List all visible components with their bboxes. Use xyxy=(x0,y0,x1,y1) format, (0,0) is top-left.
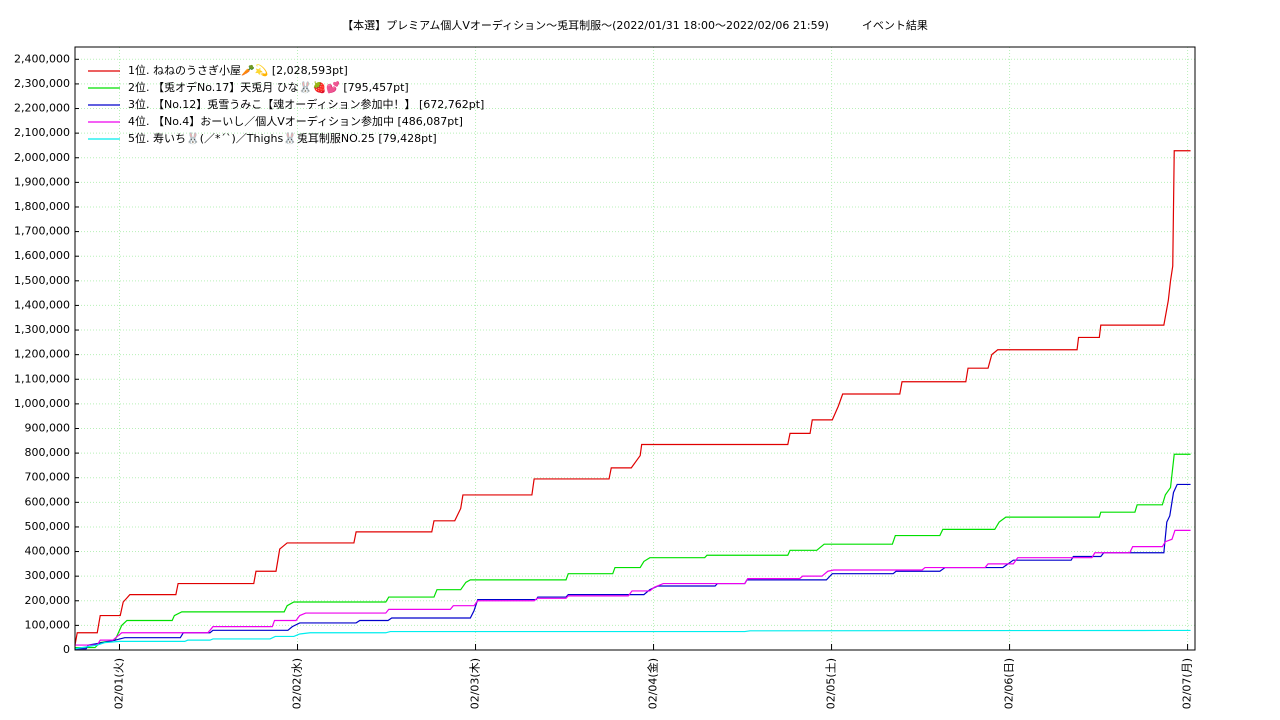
x-tick-label: 02/03(木) xyxy=(469,658,482,709)
x-tick-label: 02/06(日) xyxy=(1003,658,1016,709)
y-tick-label: 0 xyxy=(63,643,70,656)
y-tick-label: 1,000,000 xyxy=(14,397,70,410)
x-tick-label: 02/05(土) xyxy=(825,658,838,709)
y-tick-label: 500,000 xyxy=(25,520,71,533)
y-tick-label: 100,000 xyxy=(25,618,71,631)
y-tick-label: 2,100,000 xyxy=(14,126,70,139)
chart-title: 【本選】プレミアム個人Vオーディション〜兎耳制服～(2022/01/31 18:… xyxy=(342,18,928,32)
y-tick-label: 1,500,000 xyxy=(14,274,70,287)
y-tick-label: 700,000 xyxy=(25,471,71,484)
legend-label: 3位. 【No.12】兎雪うみこ【魂オーディション参加中！】 [672,762p… xyxy=(128,97,484,111)
y-tick-label: 2,200,000 xyxy=(14,102,70,115)
y-tick-label: 900,000 xyxy=(25,421,71,434)
x-tick-label: 02/02(水) xyxy=(291,658,304,709)
legend-label: 1位. ねねのうさぎ小屋🥕💫 [2,028,593pt] xyxy=(128,63,348,78)
y-tick-label: 1,900,000 xyxy=(14,175,70,188)
legend-label: 2位. 【兎オデNo.17】天兎月 ひな🐰🍓💕 [795,457pt] xyxy=(128,80,409,94)
legend-label: 4位. 【No.4】おーいし／個人Vオーディション参加中 [486,087pt] xyxy=(128,114,463,128)
y-tick-label: 1,700,000 xyxy=(14,225,70,238)
y-tick-label: 2,400,000 xyxy=(14,52,70,65)
x-tick-label: 02/04(金) xyxy=(646,658,660,709)
x-tick-label: 02/07(月) xyxy=(1181,658,1194,709)
y-tick-label: 1,100,000 xyxy=(14,372,70,385)
y-tick-label: 400,000 xyxy=(25,545,71,558)
legend-label: 5位. 寿いち🐰(／*´`)／Thighs🐰兎耳制服NO.25 [79,428p… xyxy=(128,131,437,145)
series-line xyxy=(74,150,1191,646)
y-tick-label: 1,200,000 xyxy=(14,348,70,361)
y-tick-label: 1,800,000 xyxy=(14,200,70,213)
plot-frame xyxy=(74,46,1196,651)
series-line xyxy=(75,483,1191,650)
y-tick-label: 800,000 xyxy=(25,446,71,459)
series-line xyxy=(75,529,1191,646)
y-tick-label: 600,000 xyxy=(25,495,71,508)
series-line xyxy=(75,453,1191,649)
y-tick-label: 1,400,000 xyxy=(14,298,70,311)
y-tick-label: 1,300,000 xyxy=(14,323,70,336)
y-tick-label: 2,300,000 xyxy=(14,77,70,90)
y-tick-label: 300,000 xyxy=(25,569,71,582)
y-tick-label: 1,600,000 xyxy=(14,249,70,262)
y-tick-label: 200,000 xyxy=(25,594,71,607)
x-tick-label: 02/01(火) xyxy=(113,658,126,709)
y-tick-label: 2,000,000 xyxy=(14,151,70,164)
series-line xyxy=(74,629,1191,650)
